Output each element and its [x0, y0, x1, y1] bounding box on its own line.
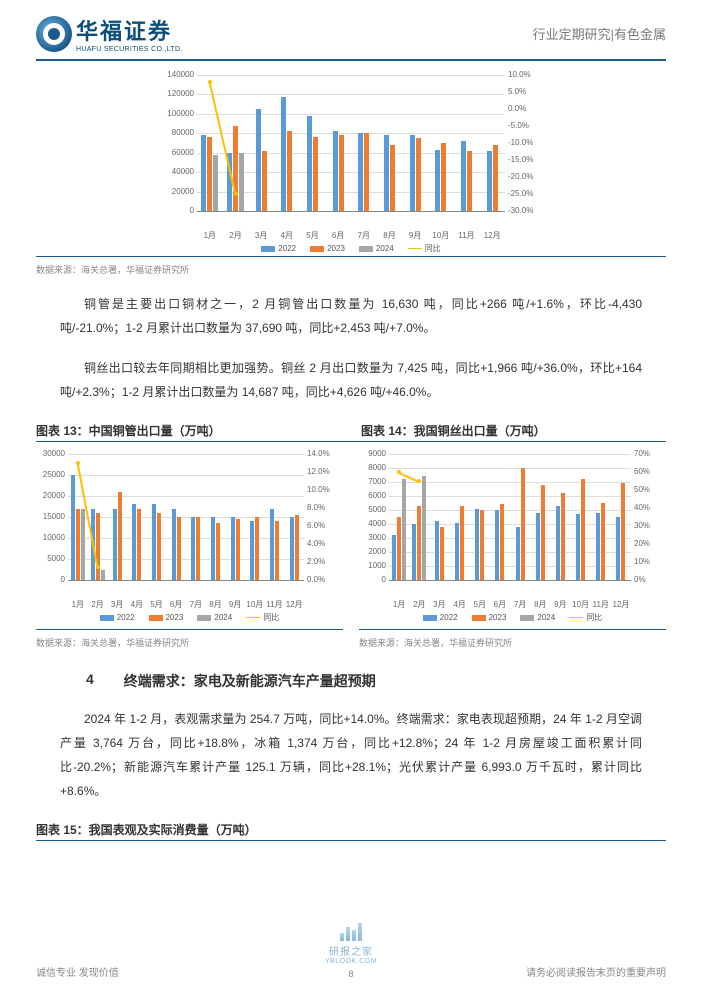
legend-item: 2022	[261, 243, 296, 254]
watermark: 研报之家 YBLOOK.COM	[325, 921, 377, 965]
legend-item: 2022	[423, 612, 458, 623]
header-right: 行业定期研究|有色金属	[533, 24, 666, 43]
paragraph-3: 2024 年 1-2 月，表观需求量为 254.7 万吨，同比+14.0%。终端…	[60, 707, 642, 803]
src-rule-top	[36, 256, 666, 257]
legend-item: 2023	[472, 612, 507, 623]
legend-item: 2022	[100, 612, 135, 623]
brand-logo: 华福证券 HUAFU SECURITIES CO.,LTD.	[36, 14, 183, 53]
paragraph-1: 铜管是主要出口铜材之一，2 月铜管出口数量为 16,630 吨，同比+266 吨…	[60, 292, 642, 340]
legend-item: 同比	[246, 612, 279, 623]
logo-en-text: HUAFU SECURITIES CO.,LTD.	[76, 46, 183, 53]
fig14-title: 图表 14：我国铜丝出口量（万吨）	[361, 422, 666, 439]
source-top: 数据来源：海关总署，华福证券研究所	[36, 263, 666, 276]
src-rule-13	[36, 629, 343, 630]
section-title: 终端需求：家电及新能源汽车产量超预期	[124, 671, 376, 691]
section-4-heading: 4 终端需求：家电及新能源汽车产量超预期	[86, 671, 666, 691]
page-header: 华福证券 HUAFU SECURITIES CO.,LTD. 行业定期研究|有色…	[0, 0, 702, 59]
chart-13-legend: 2022 2023 2024 同比	[36, 612, 343, 623]
fig13-title: 图表 13：中国铜管出口量（万吨）	[36, 422, 341, 439]
legend-item: 2023	[310, 243, 345, 254]
paragraph-2: 铜丝出口较去年同期相比更加强势。铜丝 2 月出口数量为 7,425 吨，同比+1…	[60, 356, 642, 404]
doc-type: 行业定期研究	[533, 27, 611, 42]
chart-top-legend: 2022 2023 2024 同比	[161, 243, 541, 254]
watermark-name: 研报之家	[329, 943, 373, 958]
legend-item: 同比	[408, 243, 441, 254]
chart-13: 0500010000150002000025000300000.0%2.0%4.…	[36, 448, 336, 598]
legend-item: 2024	[197, 612, 232, 623]
source-13: 数据来源：海关总署，华福证券研究所	[36, 636, 343, 649]
section-number: 4	[86, 671, 94, 691]
legend-item: 2024	[359, 243, 394, 254]
src-rule-14	[359, 629, 666, 630]
page-number: 8	[348, 969, 353, 979]
page-footer: 诚信专业 发现价值 8 请务必阅读报告末页的重要声明	[36, 964, 666, 979]
source-14: 数据来源：海关总署，华福证券研究所	[359, 636, 666, 649]
legend-item: 2023	[149, 612, 184, 623]
legend-item: 2024	[520, 612, 555, 623]
logo-cn-text: 华福证券	[76, 14, 183, 46]
sector-name: 有色金属	[614, 27, 666, 42]
logo-icon	[36, 16, 72, 52]
chart-14-legend: 2022 2023 2024 同比	[359, 612, 666, 623]
footer-right: 请务必阅读报告末页的重要声明	[526, 964, 666, 979]
footer-left: 诚信专业 发现价值	[36, 964, 119, 979]
header-rule	[36, 59, 666, 61]
fig15-title: 图表 15：我国表观及实际消费量（万吨）	[36, 821, 666, 838]
fig15-rule	[36, 840, 666, 841]
legend-item: 同比	[569, 612, 602, 623]
chart-top: 020000400006000080000100000120000140000-…	[161, 69, 541, 229]
fig-rule-13-14	[36, 441, 666, 442]
chart-14: 01000200030004000500060007000800090000%1…	[359, 448, 659, 598]
